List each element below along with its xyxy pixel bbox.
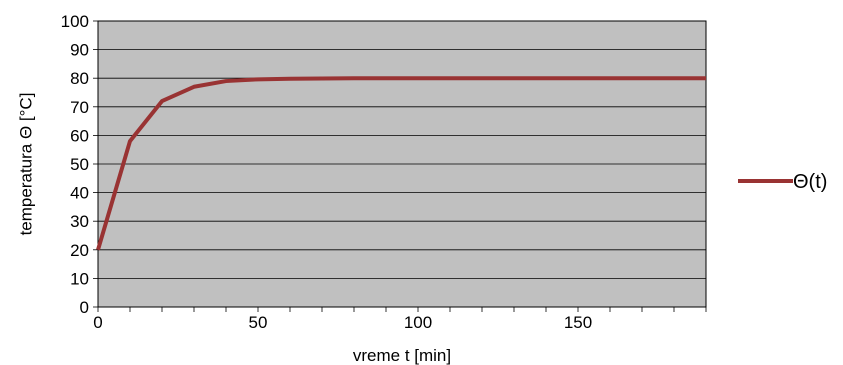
y-tick-label: 60: [70, 126, 89, 145]
y-tick-label: 70: [70, 98, 89, 117]
legend-label-theta: Θ(t): [793, 171, 827, 193]
x-tick-label: 150: [564, 313, 592, 332]
x-tick-label: 100: [404, 313, 432, 332]
y-tick-label: 20: [70, 241, 89, 260]
y-tick-label: 50: [70, 155, 89, 174]
x-tick-label: 0: [93, 313, 102, 332]
y-tick-label: 10: [70, 269, 89, 288]
x-tick-label: 50: [249, 313, 268, 332]
y-tick-label: 0: [80, 298, 89, 317]
series-line-theta: [96, 76, 706, 251]
y-axis: 0 10 20 30 40 50 60 70 80 90 100: [61, 12, 99, 317]
y-tick-label: 90: [70, 41, 89, 60]
y-tick-label: 80: [70, 69, 89, 88]
legend: Θ(t): [738, 171, 827, 193]
x-axis: 0 50 100 150: [93, 306, 707, 332]
series-layer: [96, 76, 706, 251]
grid-lines: [98, 20, 706, 279]
x-axis-title: vreme t [min]: [353, 346, 451, 365]
y-axis-title: temperatura Θ [°C]: [16, 93, 35, 236]
y-tick-label: 40: [70, 184, 89, 203]
y-tick-label: 100: [61, 12, 89, 31]
y-tick-label: 30: [70, 212, 89, 231]
